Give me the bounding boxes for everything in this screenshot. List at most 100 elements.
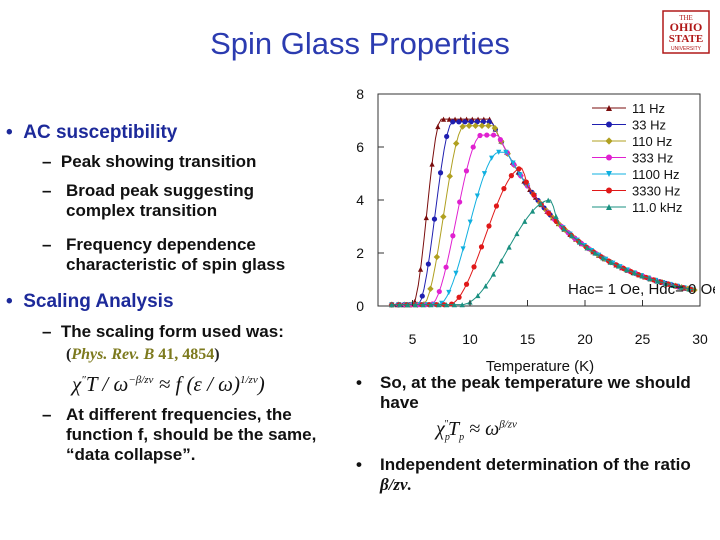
- slide-title: Spin Glass Properties: [210, 26, 510, 61]
- data-point: [606, 105, 612, 111]
- logo-the: THE: [679, 14, 693, 22]
- data-point: [647, 276, 653, 282]
- data-point: [474, 193, 480, 199]
- data-point: [433, 253, 441, 261]
- data-point: [501, 186, 507, 192]
- ac-item-1: – Peak showing transition: [42, 152, 257, 171]
- data-point: [584, 245, 590, 251]
- data-point: [546, 210, 552, 216]
- ac-item-2-text: Broad peak suggesting complex transition: [66, 181, 254, 220]
- data-point: [606, 187, 612, 194]
- bullet-independent: • Independent determination of the ratio …: [356, 455, 691, 494]
- data-point: [440, 116, 447, 122]
- ac-item-3-text: Frequency dependence characteristic of s…: [66, 235, 286, 274]
- logo-ohio: OHIO: [670, 20, 703, 34]
- peak-text: So, at the peak temperature we should ha…: [380, 373, 691, 412]
- data-point: [404, 302, 411, 308]
- ac-item-1-text: Peak showing transition: [60, 152, 257, 171]
- independent-text: Independent determination of the ratio: [380, 455, 691, 474]
- y-tick-label: 2: [356, 245, 364, 261]
- data-point: [450, 233, 456, 239]
- data-point: [446, 172, 453, 180]
- data-point: [457, 199, 463, 205]
- data-point: [655, 278, 661, 284]
- data-point: [451, 302, 457, 308]
- data-point: [428, 302, 434, 308]
- data-point: [450, 119, 456, 125]
- data-point: [435, 123, 441, 130]
- data-point: [561, 226, 567, 232]
- data-point: [523, 179, 529, 185]
- field-annotation: Hac= 1 Oe, Hdc= 0 Oe: [568, 281, 715, 298]
- data-point: [459, 302, 465, 308]
- bullet-peak: • So, at the peak temperature we should h…: [356, 373, 706, 413]
- data-point: [467, 219, 473, 225]
- data-point: [517, 172, 523, 178]
- data-point: [639, 273, 645, 279]
- data-point: [463, 168, 470, 174]
- data-point: [443, 264, 449, 270]
- data-point: [510, 160, 516, 166]
- peak-equation: χp″Tp ≈ ωβ/zν: [436, 418, 517, 443]
- data-point: [417, 266, 424, 272]
- x-tick-label: 30: [692, 331, 708, 347]
- data-point: [508, 173, 514, 179]
- data-point: [670, 282, 676, 288]
- data-point: [477, 132, 483, 139]
- data-point: [468, 119, 474, 125]
- scaling-item-2-text: At different frequencies, the function f…: [66, 405, 317, 464]
- data-point: [453, 270, 459, 276]
- y-tick-label: 4: [356, 192, 364, 208]
- x-tick-label: 20: [577, 331, 593, 347]
- data-point: [462, 119, 468, 125]
- citation-volume: 41, 4854: [158, 346, 215, 363]
- data-point: [439, 300, 445, 306]
- x-tick-label: 10: [462, 331, 478, 347]
- data-point: [453, 140, 460, 147]
- ac-heading: AC susceptibility: [23, 122, 178, 143]
- data-point: [429, 161, 435, 167]
- data-point: [484, 132, 490, 138]
- data-point: [503, 149, 509, 155]
- data-point: [460, 246, 466, 252]
- ratio-symbol: β/zν.: [380, 475, 412, 494]
- legend-label: 110 Hz: [632, 134, 672, 149]
- data-point: [608, 259, 614, 265]
- data-point: [606, 121, 612, 128]
- data-point: [493, 203, 500, 209]
- data-point: [686, 286, 692, 292]
- logo-university: UNIVERSITY: [671, 46, 702, 52]
- data-point: [440, 213, 447, 220]
- data-point: [615, 263, 622, 269]
- data-point: [481, 171, 488, 177]
- y-tick-label: 8: [356, 86, 364, 102]
- y-tick-label: 6: [356, 139, 364, 155]
- x-tick-label: 15: [520, 331, 536, 347]
- bullet-ac: • AC susceptibility: [6, 122, 178, 143]
- data-point: [475, 292, 481, 299]
- y-tick-label: 0: [356, 298, 364, 314]
- data-point: [576, 239, 583, 245]
- legend-label: 333 Hz: [632, 151, 673, 166]
- legend-label: 11 Hz: [632, 101, 665, 116]
- data-point: [425, 261, 431, 267]
- data-point: [631, 270, 637, 276]
- data-point: [431, 216, 438, 222]
- data-point: [537, 201, 543, 207]
- data-point: [465, 122, 473, 129]
- scaling-heading: Scaling Analysis: [23, 291, 174, 312]
- scaling-equation: χ″T / ω−β/zν ≈ f (ε / ω)1/zν): [72, 372, 265, 396]
- data-point: [529, 208, 536, 214]
- data-point: [444, 133, 450, 140]
- data-point: [486, 223, 492, 229]
- data-point: [437, 170, 444, 176]
- scaling-item-1-text: The scaling form used was:: [60, 322, 284, 341]
- data-point: [463, 281, 470, 287]
- data-point: [553, 213, 559, 219]
- data-point: [531, 192, 537, 198]
- data-point: [472, 122, 479, 129]
- data-point: [478, 122, 486, 129]
- data-point: [485, 122, 492, 129]
- data-point: [412, 302, 418, 308]
